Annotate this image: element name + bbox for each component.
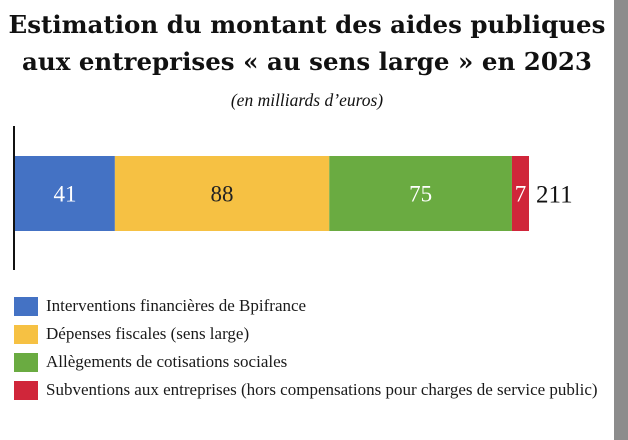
- chart-page: Estimation du montant des aides publique…: [0, 6, 614, 406]
- legend-item-2: Dépenses fiscales (sens large): [14, 322, 614, 346]
- bar-segment-3: [329, 156, 512, 231]
- chart-title: Estimation du montant des aides publique…: [0, 6, 614, 80]
- chart-legend: Interventions financières de Bpifrance Dé…: [14, 294, 614, 406]
- legend-label: Subventions aux entreprises (hors compen…: [46, 380, 598, 399]
- bar-segment-1: [15, 156, 115, 231]
- title-line-1: Estimation du montant des aides publique…: [8, 10, 606, 39]
- legend-label: Allègements de cotisations sociales: [46, 352, 288, 371]
- legend-swatch: [14, 297, 38, 316]
- data-label-3: 75: [409, 182, 432, 207]
- data-label-1: 41: [53, 182, 76, 207]
- legend-item-3: Allègements de cotisations sociales: [14, 350, 614, 374]
- chart-subtitle: (en milliards d’euros): [230, 90, 384, 110]
- bar-segment-2: [114, 156, 330, 231]
- total-label: 211: [536, 182, 573, 209]
- title-line-2: aux entreprises « au sens large » en 202…: [22, 47, 592, 76]
- data-label-4: 7: [515, 182, 527, 207]
- data-label-2: 88: [211, 182, 234, 207]
- legend-item-4: Subventions aux entreprises (hors compen…: [14, 378, 614, 402]
- legend-item-1: Interventions financières de Bpifrance: [14, 294, 614, 318]
- page-edge: [614, 0, 628, 440]
- bar-segment-4: [511, 156, 529, 231]
- legend-swatch: [14, 353, 38, 372]
- legend-swatch: [14, 381, 38, 400]
- legend-swatch: [14, 325, 38, 344]
- stacked-bar-chart: 41 88 75 7 211: [13, 126, 573, 270]
- legend-label: Dépenses fiscales (sens large): [46, 324, 250, 343]
- legend-label: Interventions financières de Bpifrance: [46, 296, 307, 315]
